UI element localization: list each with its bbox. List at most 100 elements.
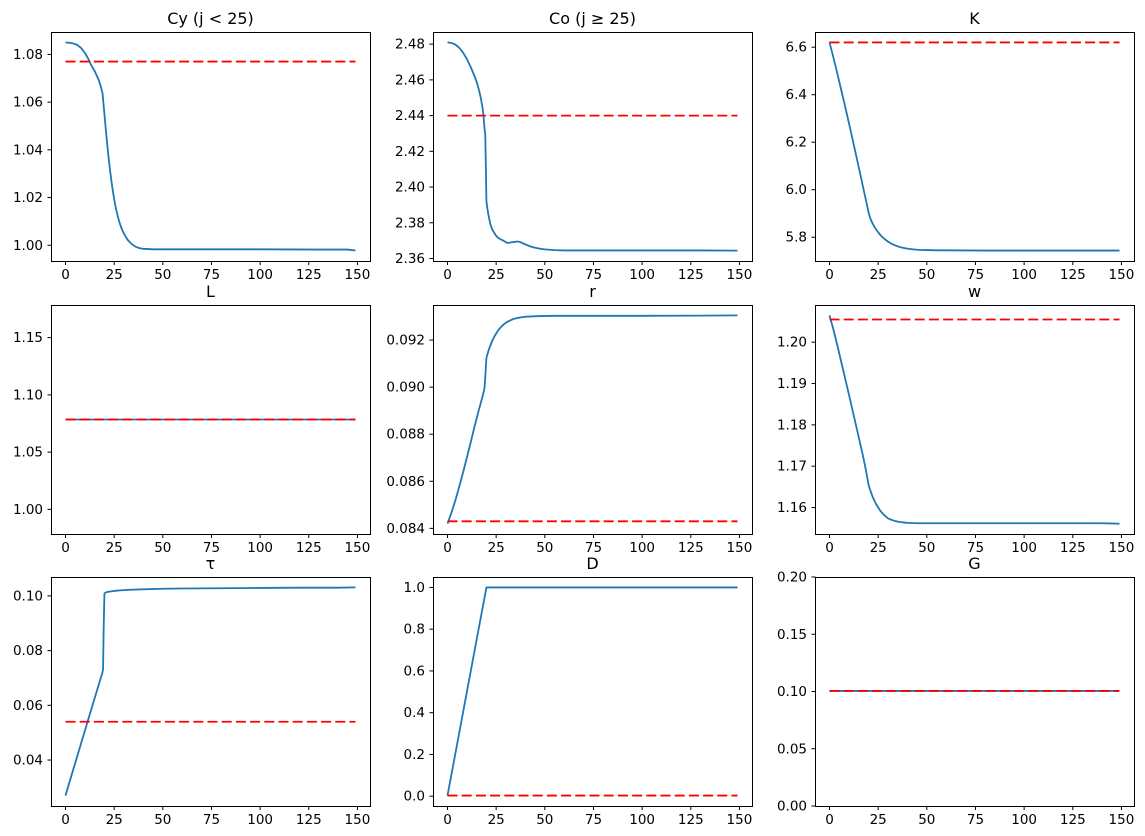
x-tick-label: 75 xyxy=(585,812,602,828)
x-tick-label: 100 xyxy=(629,812,655,828)
y-tick-label: 0.06 xyxy=(13,698,43,714)
x-tick-label: 100 xyxy=(1011,812,1037,828)
subplot-title: Co (j ≥ 25) xyxy=(549,9,636,28)
axes-frame xyxy=(815,32,1135,262)
axes-frame xyxy=(51,32,371,262)
transition-path-line xyxy=(64,586,356,796)
y-tick-label: 1.18 xyxy=(777,417,807,433)
transition-path-line xyxy=(446,586,738,796)
y-tick-label: 0.05 xyxy=(777,741,807,757)
y-tick-label: 0.10 xyxy=(777,684,807,700)
x-tick-label: 100 xyxy=(1011,540,1037,556)
x-tick-label: 100 xyxy=(247,540,273,556)
x-tick-label: 125 xyxy=(1060,812,1086,828)
x-tick-label: 150 xyxy=(1109,812,1135,828)
y-tick-label: 6.6 xyxy=(786,40,807,56)
x-tick-label: 50 xyxy=(918,540,935,556)
subplot-title: w xyxy=(968,282,981,301)
y-tick-label: 0.086 xyxy=(386,474,425,490)
x-tick-label: 150 xyxy=(727,540,753,556)
x-tick-label: 75 xyxy=(967,267,984,283)
transition-path-line xyxy=(447,41,738,252)
x-tick-label: 125 xyxy=(1060,540,1086,556)
subplot-title: K xyxy=(969,9,980,28)
x-tick-label: 0 xyxy=(825,267,834,283)
x-tick-label: 25 xyxy=(106,812,123,828)
axes-frame xyxy=(815,305,1135,535)
x-tick-label: 50 xyxy=(536,540,553,556)
y-tick-label: 2.40 xyxy=(395,180,425,196)
y-tick-label: 0.08 xyxy=(13,643,43,659)
y-tick-label: 2.36 xyxy=(395,251,425,267)
axes-frame xyxy=(51,577,371,807)
x-tick-label: 0 xyxy=(61,812,70,828)
y-tick-label: 0.10 xyxy=(13,588,43,604)
x-tick-label: 25 xyxy=(488,812,505,828)
x-tick-label: 125 xyxy=(1060,267,1086,283)
transition-path-line xyxy=(828,42,1120,252)
x-tick-label: 75 xyxy=(967,812,984,828)
y-tick-label: 6.0 xyxy=(786,182,807,198)
x-tick-label: 25 xyxy=(870,812,887,828)
x-tick-label: 100 xyxy=(629,267,655,283)
y-tick-label: 1.17 xyxy=(777,459,807,475)
y-tick-label: 1.02 xyxy=(13,190,43,206)
y-tick-label: 0.04 xyxy=(13,753,43,769)
y-tick-label: 1.15 xyxy=(13,330,43,346)
x-tick-label: 75 xyxy=(203,267,220,283)
axes-frame xyxy=(433,32,753,262)
y-tick-label: 1.19 xyxy=(777,376,807,392)
y-tick-label: 0.20 xyxy=(777,570,807,586)
axes-frame xyxy=(433,305,753,535)
x-tick-label: 125 xyxy=(678,540,704,556)
x-tick-label: 125 xyxy=(678,267,704,283)
x-tick-label: 150 xyxy=(727,267,753,283)
x-tick-label: 25 xyxy=(106,540,123,556)
subplot-title: Cy (j < 25) xyxy=(167,9,254,28)
y-tick-label: 0.090 xyxy=(386,380,425,396)
y-tick-label: 6.2 xyxy=(786,135,807,151)
x-tick-label: 50 xyxy=(154,540,171,556)
subplot-title: τ xyxy=(206,554,216,573)
x-tick-label: 50 xyxy=(536,812,553,828)
x-tick-label: 150 xyxy=(1109,267,1135,283)
x-tick-label: 150 xyxy=(345,540,371,556)
x-tick-label: 50 xyxy=(918,812,935,828)
x-tick-label: 0 xyxy=(825,540,834,556)
x-tick-label: 125 xyxy=(296,267,322,283)
y-tick-label: 2.42 xyxy=(395,144,425,160)
y-tick-label: 1.00 xyxy=(13,502,43,518)
x-tick-label: 100 xyxy=(1011,267,1037,283)
x-tick-label: 0 xyxy=(825,812,834,828)
y-tick-label: 0.15 xyxy=(777,627,807,643)
transition-path-line xyxy=(828,315,1120,525)
subplot-title: G xyxy=(968,554,980,573)
x-tick-label: 125 xyxy=(296,812,322,828)
x-tick-label: 0 xyxy=(61,267,70,283)
y-tick-label: 6.4 xyxy=(786,87,807,103)
y-tick-label: 1.00 xyxy=(13,238,43,254)
y-tick-label: 1.05 xyxy=(13,445,43,461)
transition-path-line xyxy=(446,314,738,524)
x-tick-label: 100 xyxy=(247,812,273,828)
y-tick-label: 1.06 xyxy=(13,95,43,111)
subplot-tau: 0.04 0.06 0.08 0.10 0 25 50 75 100 125 150 τ xyxy=(13,554,371,828)
y-tick-label: 0.8 xyxy=(404,622,425,638)
x-tick-label: 0 xyxy=(61,540,70,556)
x-tick-label: 25 xyxy=(488,267,505,283)
y-tick-label: 0.2 xyxy=(404,747,425,763)
subplot-k: 5.8 6.0 6.2 6.4 6.6 0 25 50 75 100 125 150 K xyxy=(786,9,1135,283)
subplot-l: 1.00 1.05 1.10 1.15 0 25 50 75 100 125 150 L xyxy=(13,282,371,556)
x-tick-label: 75 xyxy=(585,267,602,283)
x-tick-label: 25 xyxy=(870,540,887,556)
subplot-title: D xyxy=(586,554,598,573)
subplot-d: 0.0 0.2 0.4 0.6 0.8 1.0 0 25 50 75 100 125 150 D xyxy=(404,554,753,828)
x-tick-label: 75 xyxy=(203,540,220,556)
y-tick-label: 1.16 xyxy=(777,500,807,516)
y-tick-label: 2.48 xyxy=(395,37,425,53)
x-tick-label: 150 xyxy=(1109,540,1135,556)
transition-path-line xyxy=(65,41,356,252)
x-tick-label: 100 xyxy=(247,267,273,283)
y-tick-label: 2.44 xyxy=(395,108,425,124)
